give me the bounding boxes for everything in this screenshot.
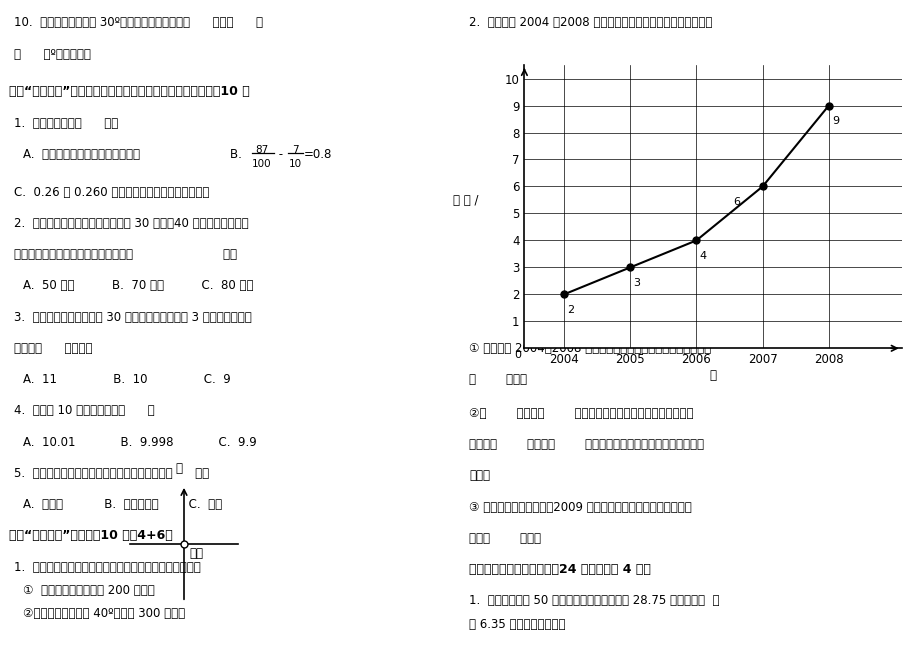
Text: 2.  如果一个三角形的两条边分别是 30 厘米、40 厘米，第三条边的: 2. 如果一个三角形的两条边分别是 30 厘米、40 厘米，第三条边的	[14, 217, 248, 230]
Text: 长度要在下面的三个中选出，只能选（                        ）。: 长度要在下面的三个中选出，只能选（ ）。	[14, 248, 236, 261]
Text: 1.  小兰的妈妈带 50 元錢去买菜，买荤菜用去 28.75 元，买素菜  用: 1. 小兰的妈妈带 50 元錢去买菜，买荤菜用去 28.75 元，买素菜 用	[469, 594, 719, 607]
Text: 9: 9	[831, 117, 838, 126]
Text: A.  小数点右边的第二位是十分位。: A. 小数点右边的第二位是十分位。	[23, 148, 140, 161]
Text: ③ 根据图中的信息预测，2009 年幸福小区每百人电脑平均拥有量: ③ 根据图中的信息预测，2009 年幸福小区每百人电脑平均拥有量	[469, 501, 691, 514]
Text: A.  10.01            B.  9.998            C.  9.9: A. 10.01 B. 9.998 C. 9.9	[23, 436, 256, 449]
Text: 4: 4	[699, 251, 706, 261]
Text: =0.8: =0.8	[303, 148, 332, 161]
Text: 7: 7	[291, 145, 298, 154]
Text: ① 幸福小区 2004～2008 年每百户居民电脑平均拥有量一共增加了: ① 幸福小区 2004～2008 年每百户居民电脑平均拥有量一共增加了	[469, 342, 710, 355]
Text: 0: 0	[514, 350, 520, 359]
Text: ①  少年宫在学校西方约 200 米处。: ① 少年宫在学校西方约 200 米处。	[23, 584, 154, 597]
X-axis label: 年: 年	[709, 369, 716, 382]
Text: 大约（        ）台。: 大约（ ）台。	[469, 532, 540, 545]
Text: -: -	[274, 148, 286, 161]
Text: 6: 6	[732, 197, 739, 207]
Text: A.  50 厘米          B.  70 厘米          C.  80 厘米: A. 50 厘米 B. 70 厘米 C. 80 厘米	[23, 279, 254, 292]
Text: 学校: 学校	[189, 547, 203, 560]
Text: 五．走进生活，解决问题。24 分（每小题 4 分）: 五．走进生活，解决问题。24 分（每小题 4 分）	[469, 563, 651, 576]
Text: ②书店在学校东偏北 40º方向约 300 米处。: ②书店在学校东偏北 40º方向约 300 米处。	[23, 607, 185, 620]
Text: ②（        ）年到（        ）年这一年电脑平均拥有量增长的幅度: ②（ ）年到（ ）年这一年电脑平均拥有量增长的幅度	[469, 407, 693, 420]
Text: （        ）台。: （ ）台。	[469, 373, 527, 386]
Text: 10: 10	[289, 159, 301, 169]
Text: 1.  根据下面的描述，在下图上标出少年宫和书店的位置。: 1. 根据下面的描述，在下图上标出少年宫和书店的位置。	[14, 561, 200, 574]
Text: 最小。（        ）年到（        ）年这一年电脑平均拥有量增长的幅度: 最小。（ ）年到（ ）年这一年电脑平均拥有量增长的幅度	[469, 438, 703, 451]
Text: 1.  下面正确的是（      ）。: 1. 下面正确的是（ ）。	[14, 117, 118, 130]
Text: 最大。: 最大。	[469, 469, 490, 482]
Text: 北: 北	[176, 462, 183, 475]
Text: A.  三角形           B.  平行四边形        C.  梯形: A. 三角形 B. 平行四边形 C. 梯形	[23, 498, 221, 511]
Text: 去 6.35 元。还剩多少錢？: 去 6.35 元。还剩多少錢？	[469, 618, 565, 631]
Y-axis label: 数 量 /: 数 量 /	[452, 194, 478, 207]
Text: 3: 3	[633, 278, 640, 288]
Text: 10.  小明在小红南偏东 30º方向上，小红在小明（      ）偏（      ）: 10. 小明在小红南偏东 30º方向上，小红在小明（ ）偏（ ）	[14, 16, 263, 29]
Text: （      ）º的方向上。: （ ）º的方向上。	[14, 48, 91, 61]
Text: 100: 100	[252, 159, 271, 169]
Text: B.: B.	[230, 148, 249, 161]
Text: 四．“实践操作”显身手。10 分（4+6）: 四．“实践操作”显身手。10 分（4+6）	[9, 529, 173, 542]
Text: 4.  下面与 10 最接近的数是（      ）: 4. 下面与 10 最接近的数是（ ）	[14, 404, 154, 417]
Text: 5.  用四个同样大小的等边三角形不能拼成一个（      ）。: 5. 用四个同样大小的等边三角形不能拼成一个（ ）。	[14, 467, 209, 480]
Text: 2.  幸福小区 2004 ～2008 年每百户居民电脑平均拥有量如下图。: 2. 幸福小区 2004 ～2008 年每百户居民电脑平均拥有量如下图。	[469, 16, 712, 29]
Text: 共需要（      ）盆花。: 共需要（ ）盆花。	[14, 342, 92, 355]
Text: C.  0.26 和 0.260 的计数单位不同，但大小相同。: C. 0.26 和 0.260 的计数单位不同，但大小相同。	[14, 186, 209, 199]
Text: A.  11               B.  10               C.  9: A. 11 B. 10 C. 9	[23, 373, 231, 386]
Text: 2: 2	[567, 305, 573, 315]
Text: 三．“对号入坐”选一选。（选出正确答案的编号填在括号里）10 分: 三．“对号入坐”选一选。（选出正确答案的编号填在括号里）10 分	[9, 85, 250, 98]
Text: 3.  一个圆形花坦的周长是 30 米，在它的边上每隔 3 米摆一盆花，一: 3. 一个圆形花坦的周长是 30 米，在它的边上每隔 3 米摆一盆花，一	[14, 311, 251, 324]
Text: 87: 87	[255, 145, 268, 154]
